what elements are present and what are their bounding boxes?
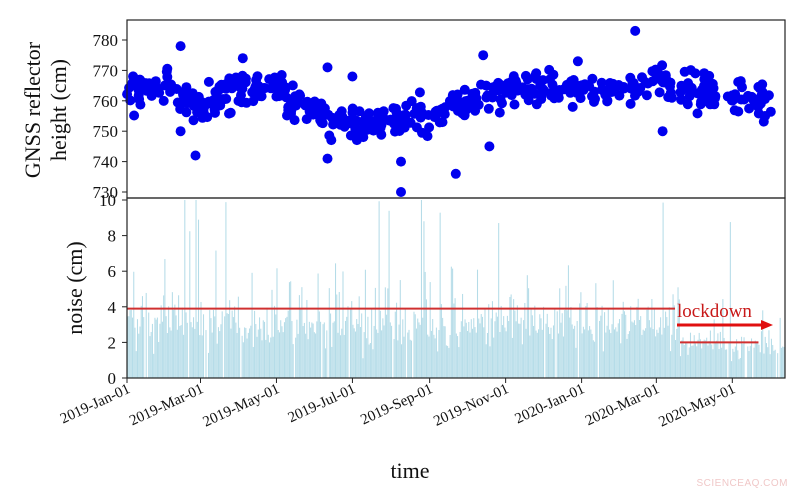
svg-text:2019-Jan-01: 2019-Jan-01 [58, 381, 133, 427]
svg-text:10: 10 [99, 191, 116, 210]
bottom-plot-frame [126, 197, 786, 379]
svg-text:2: 2 [108, 333, 117, 352]
svg-text:2019-Nov-01: 2019-Nov-01 [431, 381, 511, 430]
svg-text:2020-Jan-01: 2020-Jan-01 [513, 381, 588, 427]
svg-text:6: 6 [108, 262, 117, 281]
svg-text:0: 0 [108, 369, 117, 388]
bottom-y-axis-label: noise (cm) [62, 241, 87, 334]
noise-baselines [127, 307, 759, 344]
svg-text:2019-Mar-01: 2019-Mar-01 [127, 381, 206, 429]
svg-text:750: 750 [93, 122, 119, 141]
svg-text:770: 770 [93, 61, 119, 80]
svg-text:740: 740 [93, 153, 119, 172]
bottom-y-axis-ticks: 0 2 4 6 8 10 [99, 191, 127, 388]
svg-text:760: 760 [93, 92, 119, 111]
svg-text:2019-Sep-01: 2019-Sep-01 [358, 381, 435, 428]
x-axis-label: time [390, 458, 429, 483]
svg-text:8: 8 [108, 227, 117, 246]
lockdown-arrow-icon [677, 320, 773, 330]
top-y-axis-ticks: 730 740 750 760 770 780 [93, 31, 127, 202]
svg-text:780: 780 [93, 31, 119, 50]
top-y-axis-label-line1: GNSS reflector [20, 41, 45, 178]
watermark: SCIENCEAQ.COM [696, 478, 788, 489]
svg-text:2020-Mar-01: 2020-Mar-01 [583, 381, 662, 429]
svg-text:730: 730 [93, 183, 119, 202]
svg-text:2019-May-01: 2019-May-01 [201, 381, 283, 430]
height-scatter-points [122, 25, 776, 197]
svg-text:2019-Jul-01: 2019-Jul-01 [286, 381, 358, 426]
noise-bars [127, 200, 785, 378]
top-y-axis-label-line2: height (cm) [46, 59, 71, 161]
svg-text:4: 4 [108, 298, 117, 317]
lockdown-annotation: lockdown [677, 301, 752, 322]
svg-text:2020-May-01: 2020-May-01 [656, 381, 738, 430]
